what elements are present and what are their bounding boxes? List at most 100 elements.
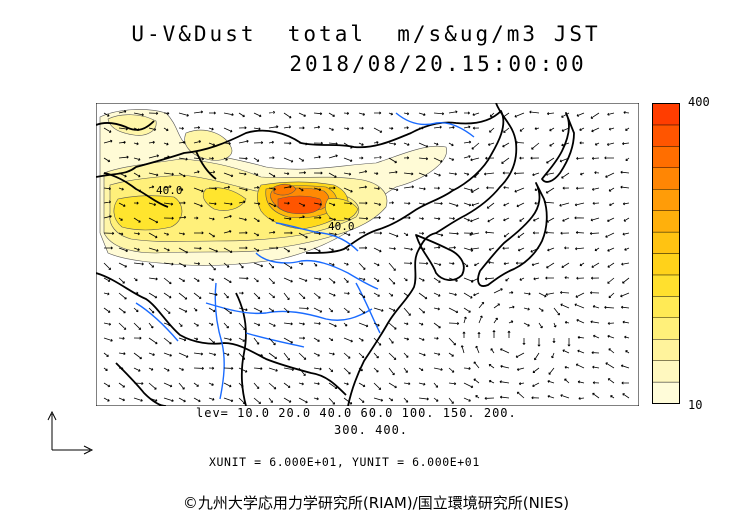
- wind-arrow: [561, 127, 570, 132]
- wind-arrow: [621, 262, 630, 266]
- wind-arrow: [475, 345, 480, 354]
- wind-arrow: [433, 232, 444, 237]
- wind-arrow: [537, 338, 541, 347]
- wind-arrow: [403, 201, 411, 205]
- wind-arrow: [418, 187, 426, 191]
- wind-arrow: [193, 322, 199, 327]
- wind-arrow: [388, 337, 394, 344]
- wind-arrow: [133, 127, 140, 132]
- wind-arrow: [471, 187, 480, 193]
- unit-vector-axes-icon: [47, 410, 94, 455]
- wind-arrow: [193, 292, 202, 299]
- wind-arrow: [433, 367, 443, 371]
- wind-arrow: [463, 307, 471, 313]
- wind-arrow: [592, 305, 600, 309]
- wind-arrow: [118, 110, 127, 114]
- wind-arrow: [433, 201, 443, 205]
- wind-arrow: [534, 127, 540, 131]
- wind-arrow: [148, 307, 155, 314]
- wind-arrow: [488, 247, 495, 251]
- wind-arrow: [148, 247, 159, 252]
- wind-arrow: [469, 232, 480, 237]
- wind-arrow: [178, 201, 186, 205]
- wind-arrow: [433, 292, 441, 297]
- wind-arrow: [313, 352, 320, 357]
- wind-arrow: [178, 247, 188, 254]
- wind-arrow: [463, 125, 471, 129]
- wind-arrow: [433, 217, 441, 221]
- wind-arrow: [133, 336, 142, 340]
- wind-arrow: [328, 277, 336, 284]
- wind-arrow: [178, 397, 186, 403]
- wind-arrow: [433, 307, 440, 311]
- wind-arrow: [358, 352, 365, 359]
- wind-arrow: [577, 335, 585, 339]
- wind-arrow: [103, 127, 112, 133]
- wind-arrow: [373, 292, 380, 297]
- wind-arrow: [433, 142, 439, 146]
- wind-arrow: [388, 262, 396, 271]
- wind-arrow: [253, 157, 260, 162]
- wind-arrow: [549, 142, 555, 147]
- wind-arrow: [403, 337, 410, 341]
- wind-arrow: [103, 200, 112, 204]
- wind-arrow: [148, 185, 155, 189]
- wind-arrow: [485, 230, 495, 234]
- wind-arrow: [163, 352, 172, 357]
- wind-arrow: [516, 367, 525, 371]
- wind-arrow: [268, 352, 278, 360]
- wind-arrow: [268, 125, 279, 129]
- wind-arrow: [253, 127, 261, 131]
- wind-arrow: [546, 157, 555, 164]
- wind-arrow: [283, 262, 293, 269]
- wind-arrow: [545, 292, 555, 296]
- wind-arrow: [283, 352, 290, 361]
- wind-arrow: [313, 277, 322, 281]
- wind-arrow: [418, 382, 426, 386]
- wind-arrow: [328, 382, 338, 390]
- color-scale-cell: [652, 339, 680, 361]
- wind-arrow: [561, 172, 570, 179]
- wind-arrow: [163, 127, 169, 132]
- wind-arrow: [462, 331, 466, 338]
- wind-arrow: [545, 231, 555, 235]
- wind-arrow: [477, 331, 481, 338]
- wind-arrow: [590, 217, 600, 222]
- wind-arrow: [622, 277, 630, 284]
- wind-arrow: [253, 247, 260, 252]
- wind-arrow: [433, 245, 441, 249]
- wind-arrow: [607, 217, 615, 223]
- wind-arrow: [403, 185, 415, 189]
- wind-arrow: [148, 172, 159, 177]
- wind-arrow: [238, 172, 247, 176]
- wind-arrow: [238, 322, 246, 331]
- wind-arrow: [514, 187, 525, 193]
- wind-arrow: [268, 397, 273, 403]
- wind-arrow: [358, 112, 366, 116]
- wind-arrow: [620, 170, 630, 174]
- wind-arrow: [253, 172, 259, 176]
- wind-arrow: [625, 127, 630, 131]
- wind-arrow: [163, 172, 174, 176]
- wind-arrow: [118, 217, 123, 221]
- wind-arrow: [103, 292, 110, 296]
- wind-arrow: [103, 112, 110, 117]
- wind-arrow: [148, 217, 159, 224]
- wind-arrow: [547, 394, 555, 399]
- wind-arrow: [238, 382, 244, 388]
- wind-arrow: [103, 352, 109, 357]
- wind-arrow: [418, 126, 424, 130]
- wind-arrow: [193, 231, 204, 235]
- wind-arrow: [606, 142, 615, 146]
- wind-arrow: [463, 155, 471, 159]
- wind-arrow: [576, 276, 585, 280]
- wind-arrow: [607, 334, 615, 339]
- wind-arrow: [148, 367, 154, 371]
- wind-arrow: [328, 202, 336, 207]
- wind-arrow: [223, 366, 234, 370]
- wind-arrow: [133, 381, 144, 385]
- wind-arrow: [238, 231, 248, 235]
- wind-arrow: [178, 367, 184, 371]
- wind-arrow: [373, 155, 382, 159]
- wind-arrow: [518, 382, 525, 386]
